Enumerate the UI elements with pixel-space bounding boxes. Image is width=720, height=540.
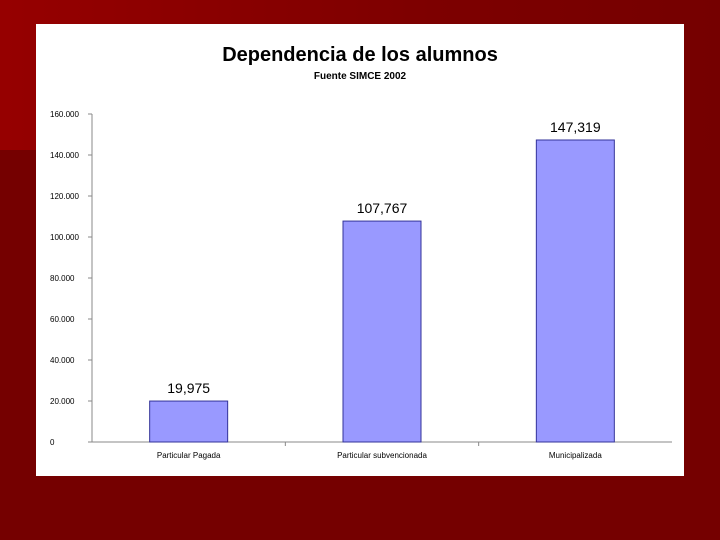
data-label: 107,767: [357, 200, 408, 216]
y-tick-label: 0: [50, 438, 55, 447]
y-tick-label: 120.000: [50, 192, 79, 201]
y-tick-label: 80.000: [50, 274, 75, 283]
y-tick-label: 40.000: [50, 356, 75, 365]
y-tick-label: 60.000: [50, 315, 75, 324]
bar-1: [149, 400, 229, 443]
x-tick-label: Municipalizada: [549, 451, 602, 460]
bar-3: [535, 139, 615, 443]
chart-subtitle: Fuente SIMCE 2002: [313, 71, 407, 82]
y-tick-label: 140.000: [50, 151, 79, 160]
y-tick-label: 20.000: [50, 397, 75, 406]
x-tick-label: Particular Pagada: [157, 451, 221, 460]
y-tick-label: 100.000: [50, 233, 79, 242]
data-label: 19,975: [167, 380, 210, 396]
data-label: 147,319: [550, 119, 601, 135]
y-tick-label: 160.000: [50, 110, 79, 119]
chart-title: Dependencia de los alumnos: [222, 44, 498, 66]
bar-2: [342, 220, 422, 443]
x-tick-label: Particular subvencionada: [337, 451, 427, 460]
